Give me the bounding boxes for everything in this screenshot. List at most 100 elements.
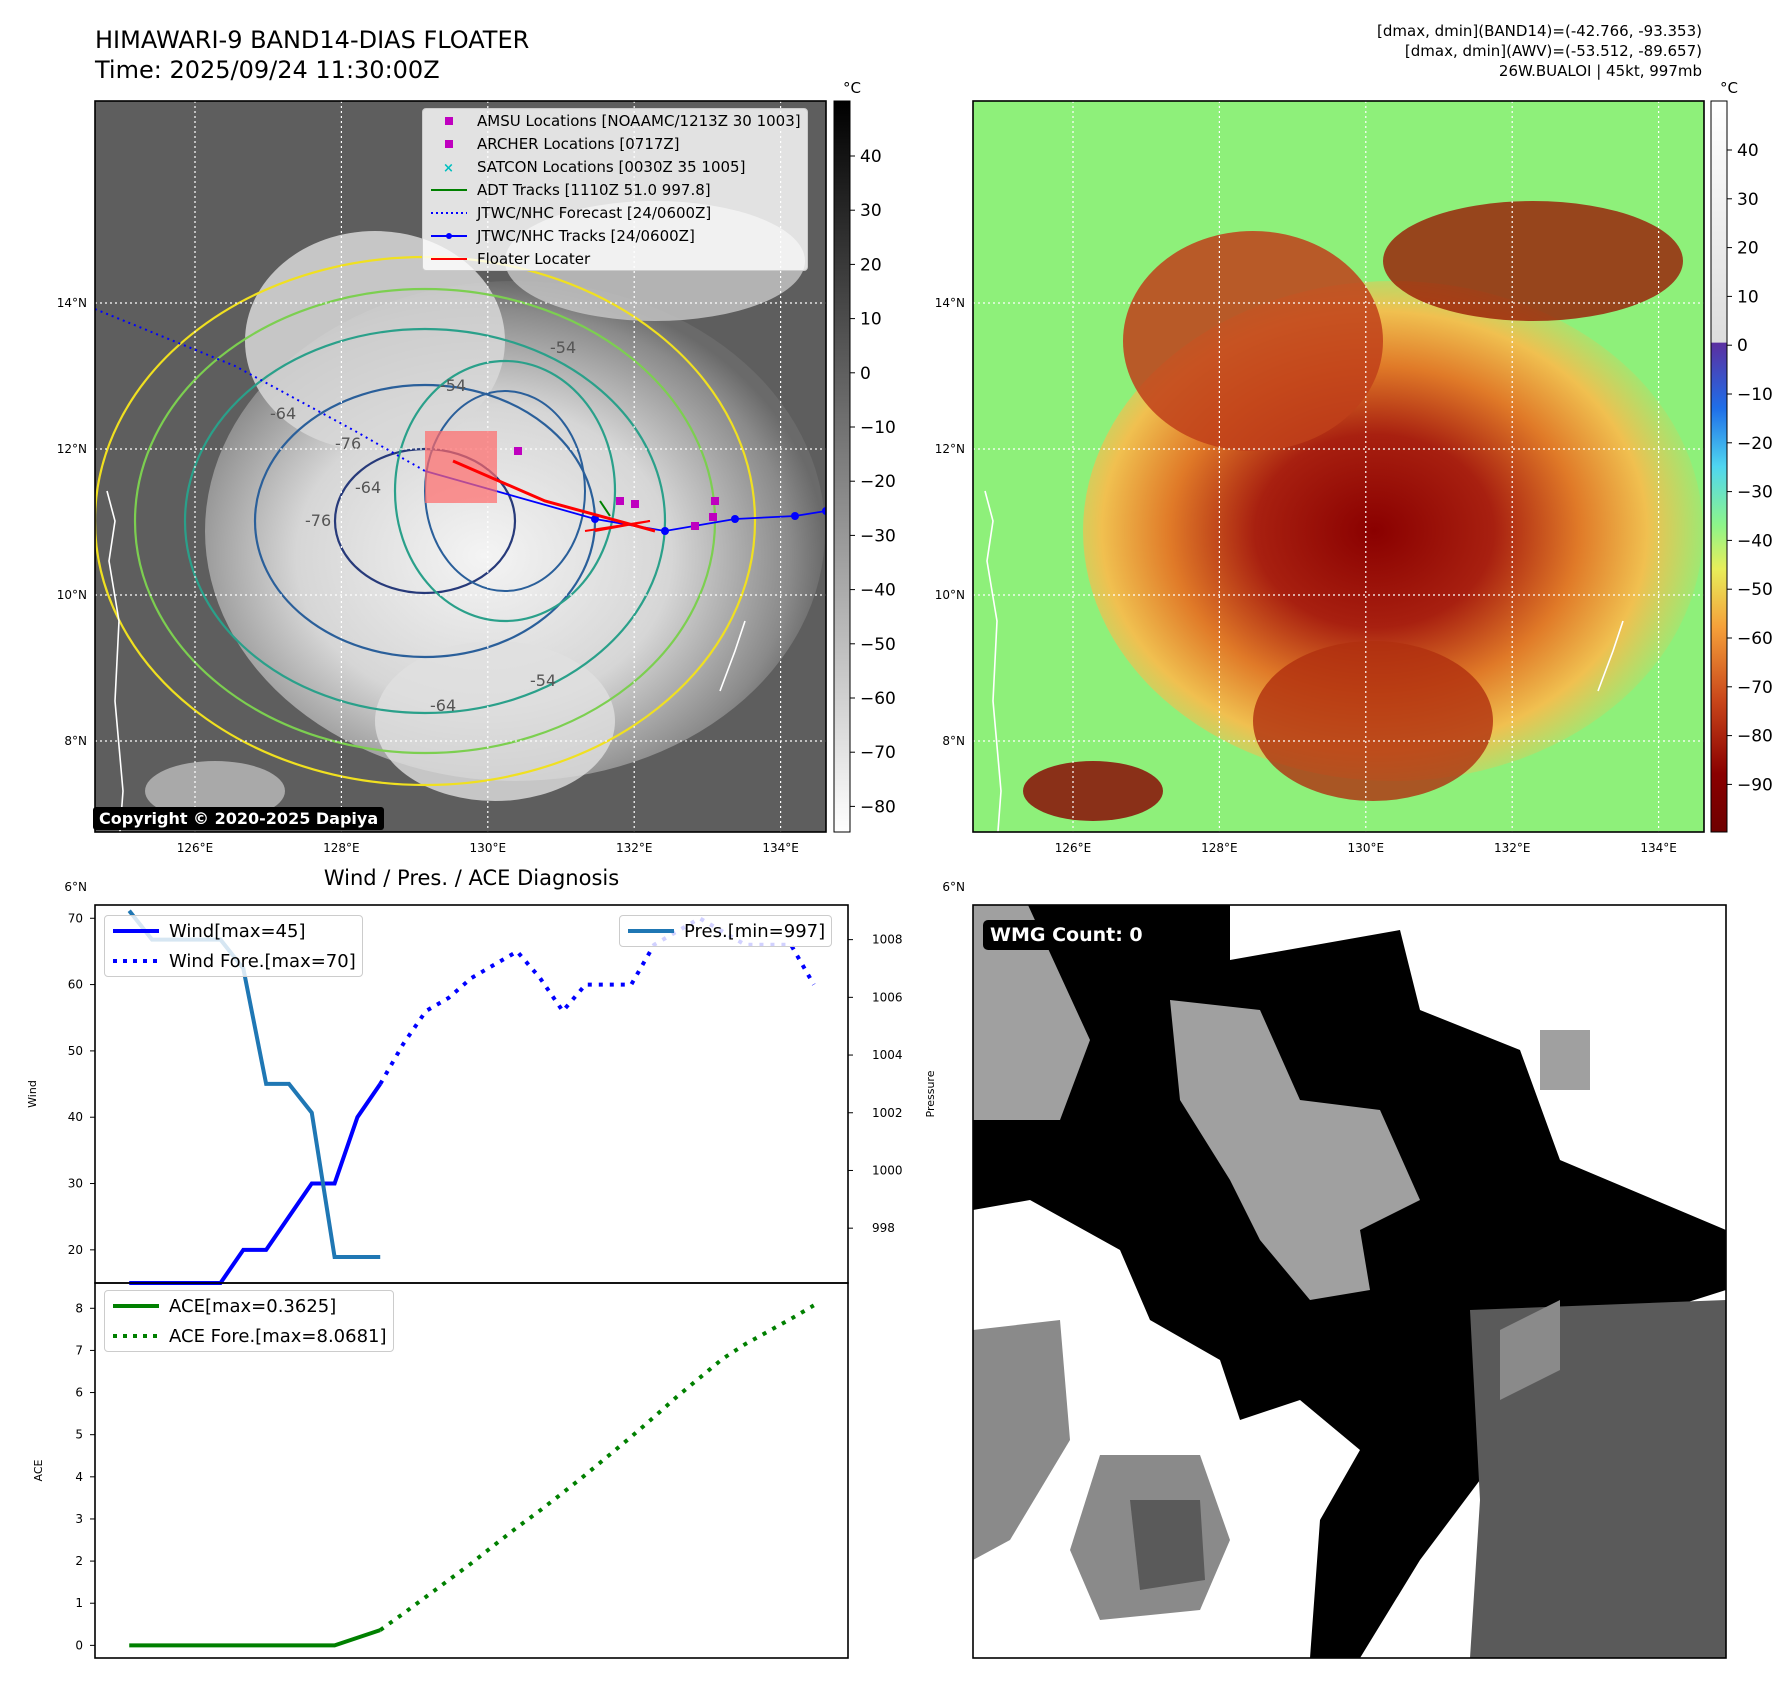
map-legend: AMSU Locations [NOAAMC/1213Z 30 1003] ARC… <box>422 108 808 271</box>
lon-tick-label: 134°E <box>762 841 799 855</box>
y2-tick-label: 1008 <box>872 933 903 947</box>
legend-entry: ACE[max=0.3625] <box>105 1291 393 1321</box>
contour-ring <box>393 359 617 623</box>
amsu-marker <box>631 500 639 508</box>
cloud-cluster <box>245 231 505 451</box>
amsu-marker <box>616 497 624 505</box>
wmg-classification-map <box>972 904 1727 1659</box>
lon-tick-label: 132°E <box>1494 841 1531 855</box>
map-clip <box>973 101 1704 832</box>
y2-tick-label: 1004 <box>872 1048 903 1062</box>
colorbar-tick-label: −50 <box>1737 580 1773 600</box>
legend-line-icon <box>111 1299 161 1313</box>
legend-marker-icon: × <box>429 160 469 174</box>
series-line-wind <box>129 1082 382 1285</box>
legend-marker-icon <box>429 183 469 197</box>
jtwc-track-point <box>822 507 826 515</box>
contour-label: -54 <box>530 671 556 690</box>
contour-ring <box>183 327 667 715</box>
wmg-count-label: WMG Count: 0 <box>983 920 1150 950</box>
colorbar-tick-label: −20 <box>860 472 896 492</box>
legend-marker-icon <box>429 137 469 151</box>
legend-line-icon <box>111 924 161 938</box>
legend-label: SATCON Locations [0030Z 35 1005] <box>477 157 746 176</box>
lat-tick-label: 8°N <box>64 734 87 748</box>
floater-box <box>425 431 497 503</box>
legend-label: ADT Tracks [1110Z 51.0 997.8] <box>477 180 711 199</box>
lat-tick-label: 10°N <box>935 588 965 602</box>
colorbar-tick-label: 30 <box>1737 190 1759 210</box>
colorbar-tick-label: 30 <box>860 201 882 221</box>
floater-locater <box>452 459 656 533</box>
figure-title-line1: HIMAWARI-9 BAND14-DIAS FLOATER <box>95 26 530 54</box>
diagnosis-charts: Wind / Pres. / ACE Diagnosis706050403020… <box>26 866 937 1659</box>
y2-tick-label: 1006 <box>872 990 903 1004</box>
y-tick-label: 4 <box>75 1470 83 1484</box>
colorbar-tick-label: 20 <box>860 255 882 275</box>
wmg-region <box>1130 1500 1205 1590</box>
floater-arrow <box>584 520 651 532</box>
lat-tick-label: 14°N <box>935 296 965 310</box>
y-tick-label: 5 <box>75 1428 83 1442</box>
legend-entry: AMSU Locations [NOAAMC/1213Z 30 1003] <box>423 109 807 132</box>
legend-entry: ACE Fore.[max=8.0681] <box>105 1321 393 1351</box>
colorbar-tick-label: 10 <box>1737 287 1759 307</box>
colorbar <box>833 100 851 833</box>
coastline <box>719 620 746 692</box>
colorbar-tick-label: −10 <box>1737 385 1773 405</box>
wmg-frame <box>972 904 1727 1659</box>
wmg-region <box>973 1320 1070 1560</box>
colorbar-unit: °C <box>843 79 861 97</box>
y-axis-label: Wind <box>26 1080 39 1108</box>
ace-axis-label: ACE <box>32 1459 45 1481</box>
colorbar-tick-label: −80 <box>860 797 896 817</box>
wmg-region <box>1170 1000 1420 1300</box>
cloud-cluster <box>1123 231 1383 451</box>
info-line1: [dmax, dmin](BAND14)=(-42.766, -93.353) <box>1377 22 1702 40</box>
colorbar-tick-label: −40 <box>860 581 896 601</box>
jtwc-track-point <box>731 515 739 523</box>
legend-label: Wind[max=45] <box>169 920 306 942</box>
y2-axis-label: Pressure <box>924 1070 937 1117</box>
y-tick-label: 7 <box>75 1343 83 1357</box>
legend-label: ARCHER Locations [0717Z] <box>477 134 680 153</box>
colorbar-tick-label: −80 <box>1737 727 1773 747</box>
legend-line-icon <box>626 924 676 938</box>
legend-label: AMSU Locations [NOAAMC/1213Z 30 1003] <box>477 111 801 130</box>
y-tick-label: 0 <box>75 1638 83 1652</box>
y2-tick-label: 1000 <box>872 1163 903 1177</box>
colorbar-tick-label: −70 <box>1737 678 1773 698</box>
amsu-marker <box>514 447 522 455</box>
legend-entry: Floater Locater <box>423 247 807 270</box>
lat-tick-label: 6°N <box>64 880 87 894</box>
ir-color-map: 126°E 128°E 130°E 132°E 134°E 14°N 12°N 10°N 8°N… <box>935 79 1773 894</box>
cloud-cluster <box>1023 761 1163 821</box>
wmg-region <box>1470 1300 1726 1658</box>
copyright-label: Copyright © 2020-2025 Dapiya <box>93 807 385 830</box>
legend-label: ACE Fore.[max=8.0681] <box>169 1325 387 1347</box>
jtwc-track-point <box>791 512 799 520</box>
lat-tick-label: 6°N <box>942 880 965 894</box>
colorbar-tick-label: 40 <box>1737 141 1759 161</box>
colorbar-tick-label: −90 <box>1737 775 1773 795</box>
lon-tick-label: 128°E <box>1201 841 1238 855</box>
wmg-region <box>1540 1030 1590 1090</box>
svg-text:×: × <box>443 161 454 174</box>
colorbar-unit: °C <box>1720 79 1738 97</box>
series-line-ace-fore- <box>379 1303 815 1632</box>
contour-label: -64 <box>270 404 296 423</box>
amsu-marker <box>691 522 699 530</box>
contour-label: -54 <box>550 338 576 357</box>
legend-entry: ARCHER Locations [0717Z] <box>423 132 807 155</box>
legend-marker-icon <box>429 252 469 266</box>
legend-label: JTWC/NHC Forecast [24/0600Z] <box>477 203 712 222</box>
figure-title-line2: Time: 2025/09/24 11:30:00Z <box>95 56 440 84</box>
y-tick-label: 1 <box>75 1596 83 1610</box>
y-tick-label: 2 <box>75 1554 83 1568</box>
legend-label: ACE[max=0.3625] <box>169 1295 337 1317</box>
colorbar-tick-label: −60 <box>860 689 896 709</box>
coastline <box>106 490 124 832</box>
legend-label: Pres.[min=997] <box>684 920 826 942</box>
amsu-marker <box>711 497 719 505</box>
colorbar <box>1710 100 1728 833</box>
